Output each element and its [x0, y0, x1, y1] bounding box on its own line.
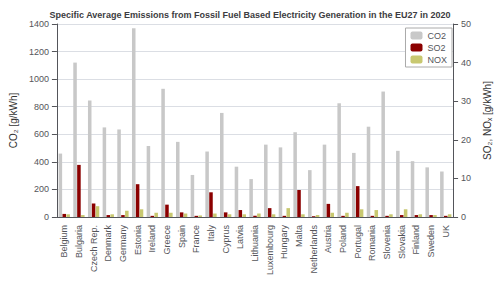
svg-text:Germany: Germany: [118, 225, 128, 263]
svg-text:1200: 1200: [29, 47, 49, 57]
svg-text:Hungary: Hungary: [279, 225, 289, 260]
svg-text:30: 30: [461, 96, 471, 106]
svg-text:Sweden: Sweden: [426, 225, 436, 258]
svg-text:Specific Average Emissions fro: Specific Average Emissions from Fossil F…: [50, 10, 451, 20]
svg-text:Romania: Romania: [367, 225, 377, 261]
svg-text:Netherlands: Netherlands: [309, 225, 319, 274]
svg-text:Italy: Italy: [206, 225, 216, 242]
svg-text:Lithuania: Lithuania: [250, 225, 260, 262]
svg-text:Slovakia: Slovakia: [397, 225, 407, 259]
svg-text:UK: UK: [441, 225, 451, 238]
svg-text:Austria: Austria: [323, 225, 333, 253]
svg-text:Poland: Poland: [338, 225, 348, 253]
svg-text:France: France: [191, 225, 201, 253]
svg-text:40: 40: [461, 58, 471, 68]
svg-text:Czech Rep.: Czech Rep.: [89, 225, 99, 272]
svg-text:10: 10: [461, 173, 471, 183]
svg-text:Greece: Greece: [162, 225, 172, 255]
svg-text:0: 0: [461, 212, 466, 222]
svg-text:800: 800: [34, 102, 49, 112]
svg-text:200: 200: [34, 184, 49, 194]
svg-text:Ireland: Ireland: [147, 225, 157, 253]
svg-text:Finland: Finland: [411, 225, 421, 255]
svg-text:Denmark: Denmark: [103, 225, 113, 262]
svg-text:Cyprus: Cyprus: [221, 225, 231, 254]
svg-text:Bulgaria: Bulgaria: [74, 225, 84, 258]
svg-text:Estonia: Estonia: [133, 225, 143, 255]
svg-text:20: 20: [461, 135, 471, 145]
svg-text:0: 0: [44, 212, 49, 222]
svg-text:1400: 1400: [29, 19, 49, 29]
svg-text:Spain: Spain: [177, 225, 187, 248]
svg-text:Luxembourg: Luxembourg: [265, 225, 275, 275]
svg-text:CO₂ [g/kWh]: CO₂ [g/kWh]: [8, 93, 19, 149]
svg-text:Latvia: Latvia: [235, 225, 245, 249]
svg-text:50: 50: [461, 19, 471, 29]
svg-text:CO2: CO2: [427, 31, 446, 41]
svg-text:600: 600: [34, 129, 49, 139]
svg-text:SO₂, NOₓ [g/kWh]: SO₂, NOₓ [g/kWh]: [482, 81, 493, 160]
svg-text:1000: 1000: [29, 74, 49, 84]
svg-text:NOX: NOX: [427, 55, 447, 65]
svg-text:Slovenia: Slovenia: [382, 225, 392, 260]
svg-text:400: 400: [34, 157, 49, 167]
svg-text:Portugal: Portugal: [353, 225, 363, 259]
svg-text:Belgium: Belgium: [59, 225, 69, 258]
svg-text:Malta: Malta: [294, 225, 304, 247]
svg-text:SO2: SO2: [427, 43, 445, 53]
